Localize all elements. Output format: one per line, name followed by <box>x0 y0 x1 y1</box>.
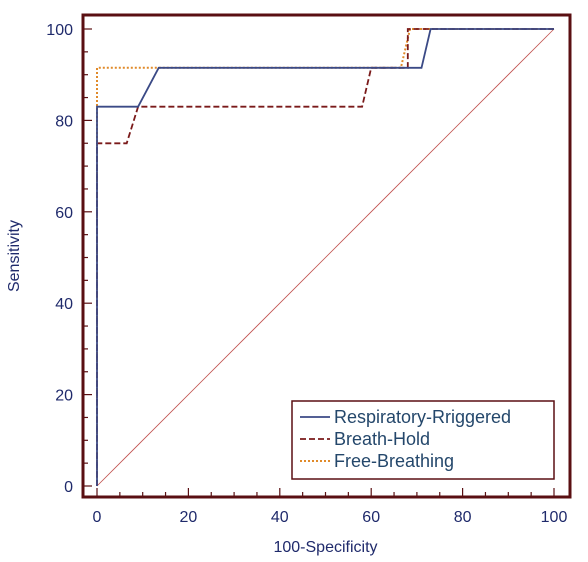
legend-label-free-breathing: Free-Breathing <box>334 451 454 471</box>
roc-curve-breath-hold <box>96 28 554 486</box>
x-axis-title: 100-Specificity <box>273 539 377 556</box>
legend: Respiratory-Rriggered Breath-Hold Free-B… <box>291 400 555 480</box>
y-tick-label: 20 <box>55 388 73 405</box>
x-tick-label: 80 <box>454 509 472 526</box>
x-tick-label: 0 <box>93 509 102 526</box>
reference-diagonal-layer <box>96 28 555 487</box>
x-tick-label: 100 <box>541 509 568 526</box>
y-tick-label: 40 <box>55 296 73 313</box>
plot-frame <box>81 13 572 499</box>
legend-label-breath-hold: Breath-Hold <box>334 429 430 449</box>
y-axis-title: Sensitivity <box>6 220 23 292</box>
tick-labels: 0 20 40 60 80 100 0 20 40 60 80 100 <box>46 22 567 526</box>
y-tick-label: 60 <box>55 205 73 222</box>
y-tick-label: 100 <box>46 22 73 39</box>
roc-curve-respiratory-rriggered <box>96 28 554 486</box>
roc-curves <box>96 28 554 486</box>
legend-label-respiratory-triggered: Respiratory-Rriggered <box>334 407 511 427</box>
x-tick-label: 40 <box>271 509 289 526</box>
reference-diagonal <box>96 28 555 487</box>
legend-box <box>291 400 555 480</box>
y-tick-label: 80 <box>55 113 73 130</box>
x-tick-label: 60 <box>362 509 380 526</box>
x-tick-label: 20 <box>180 509 198 526</box>
y-tick-label: 0 <box>64 479 73 496</box>
